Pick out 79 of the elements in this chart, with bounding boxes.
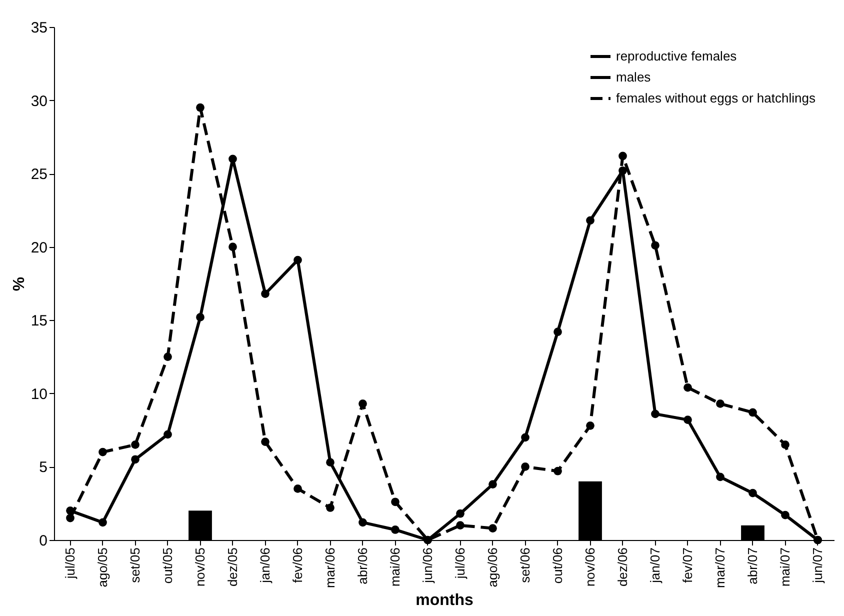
x-tick-label: jan/06 (257, 548, 272, 584)
point (716, 400, 724, 408)
point (391, 498, 400, 506)
point (554, 466, 562, 476)
x-tick-label: jul/05 (62, 548, 78, 580)
point (748, 408, 757, 417)
point (521, 462, 530, 471)
x-tick-label: abr/07 (744, 548, 760, 584)
legend-label: reproductive females (616, 48, 738, 64)
x-tick-label: jan/07 (647, 548, 662, 584)
y-tick-label: 15 (30, 312, 48, 330)
point (358, 518, 367, 527)
point (651, 241, 660, 250)
y-tick-label: 25 (30, 166, 48, 184)
legend-label: males (616, 70, 652, 84)
x-tick-label: ago/06 (484, 548, 500, 588)
x-tick-label: mai/06 (387, 548, 402, 587)
point (196, 103, 204, 112)
y-tick-label: 10 (30, 386, 48, 403)
point (748, 488, 757, 498)
point (391, 526, 400, 534)
x-tick-label: fev/06 (290, 548, 305, 583)
x-tick-label: fev/07 (680, 548, 695, 583)
x-tick-label: dez/05 (224, 548, 240, 587)
point (586, 216, 594, 225)
x-tick-label: out/05 (160, 548, 175, 584)
y-tick-label: 35 (30, 20, 48, 36)
point (684, 416, 692, 424)
point (781, 440, 790, 449)
point (521, 433, 530, 442)
x-tick-label: out/06 (550, 548, 565, 584)
point (488, 480, 497, 488)
point (196, 313, 204, 322)
x-tick-label: nov/05 (192, 548, 208, 587)
point (781, 510, 790, 520)
point (651, 410, 660, 418)
x-tick-label: jun/07 (810, 548, 825, 584)
point (456, 509, 464, 518)
point (131, 440, 140, 449)
point (164, 430, 172, 439)
y-tick-label: 20 (30, 239, 48, 256)
point (294, 256, 302, 264)
x-tick-label: mar/06 (322, 548, 338, 588)
point (488, 524, 497, 532)
point (684, 383, 692, 392)
y-tick-label: 5 (39, 459, 48, 476)
point (586, 422, 594, 430)
point (358, 400, 367, 408)
y-tick-label: 0 (39, 532, 48, 550)
x-tick-label: set/06 (517, 548, 532, 583)
point (98, 518, 107, 527)
x-tick-label: ago/05 (94, 548, 110, 588)
point (554, 328, 562, 336)
x-axis-title: months (416, 592, 474, 609)
point (326, 458, 334, 466)
point (618, 152, 627, 160)
x-tick-label: dez/06 (614, 548, 630, 587)
x-tick-label: nov/06 (582, 548, 598, 587)
legend-label: females without eggs or hatchlings (616, 90, 816, 106)
y-tick-label: 30 (30, 92, 48, 110)
point (716, 472, 724, 482)
point (98, 448, 107, 456)
point (261, 290, 270, 298)
point (228, 154, 237, 164)
point (456, 521, 464, 530)
point (131, 455, 140, 464)
point (164, 352, 172, 361)
x-tick-label: jun/06 (420, 548, 435, 584)
x-tick-label: set/05 (127, 548, 142, 583)
point (261, 438, 270, 446)
point (294, 484, 302, 493)
x-tick-label: mar/07 (712, 548, 728, 588)
x-tick-label: abr/06 (354, 548, 370, 584)
x-tick-label: jul/06 (452, 548, 468, 580)
x-tick-label: mai/07 (777, 548, 792, 587)
y-axis-title: % (10, 276, 28, 292)
point (66, 514, 74, 522)
point (228, 242, 237, 252)
point (326, 504, 334, 512)
